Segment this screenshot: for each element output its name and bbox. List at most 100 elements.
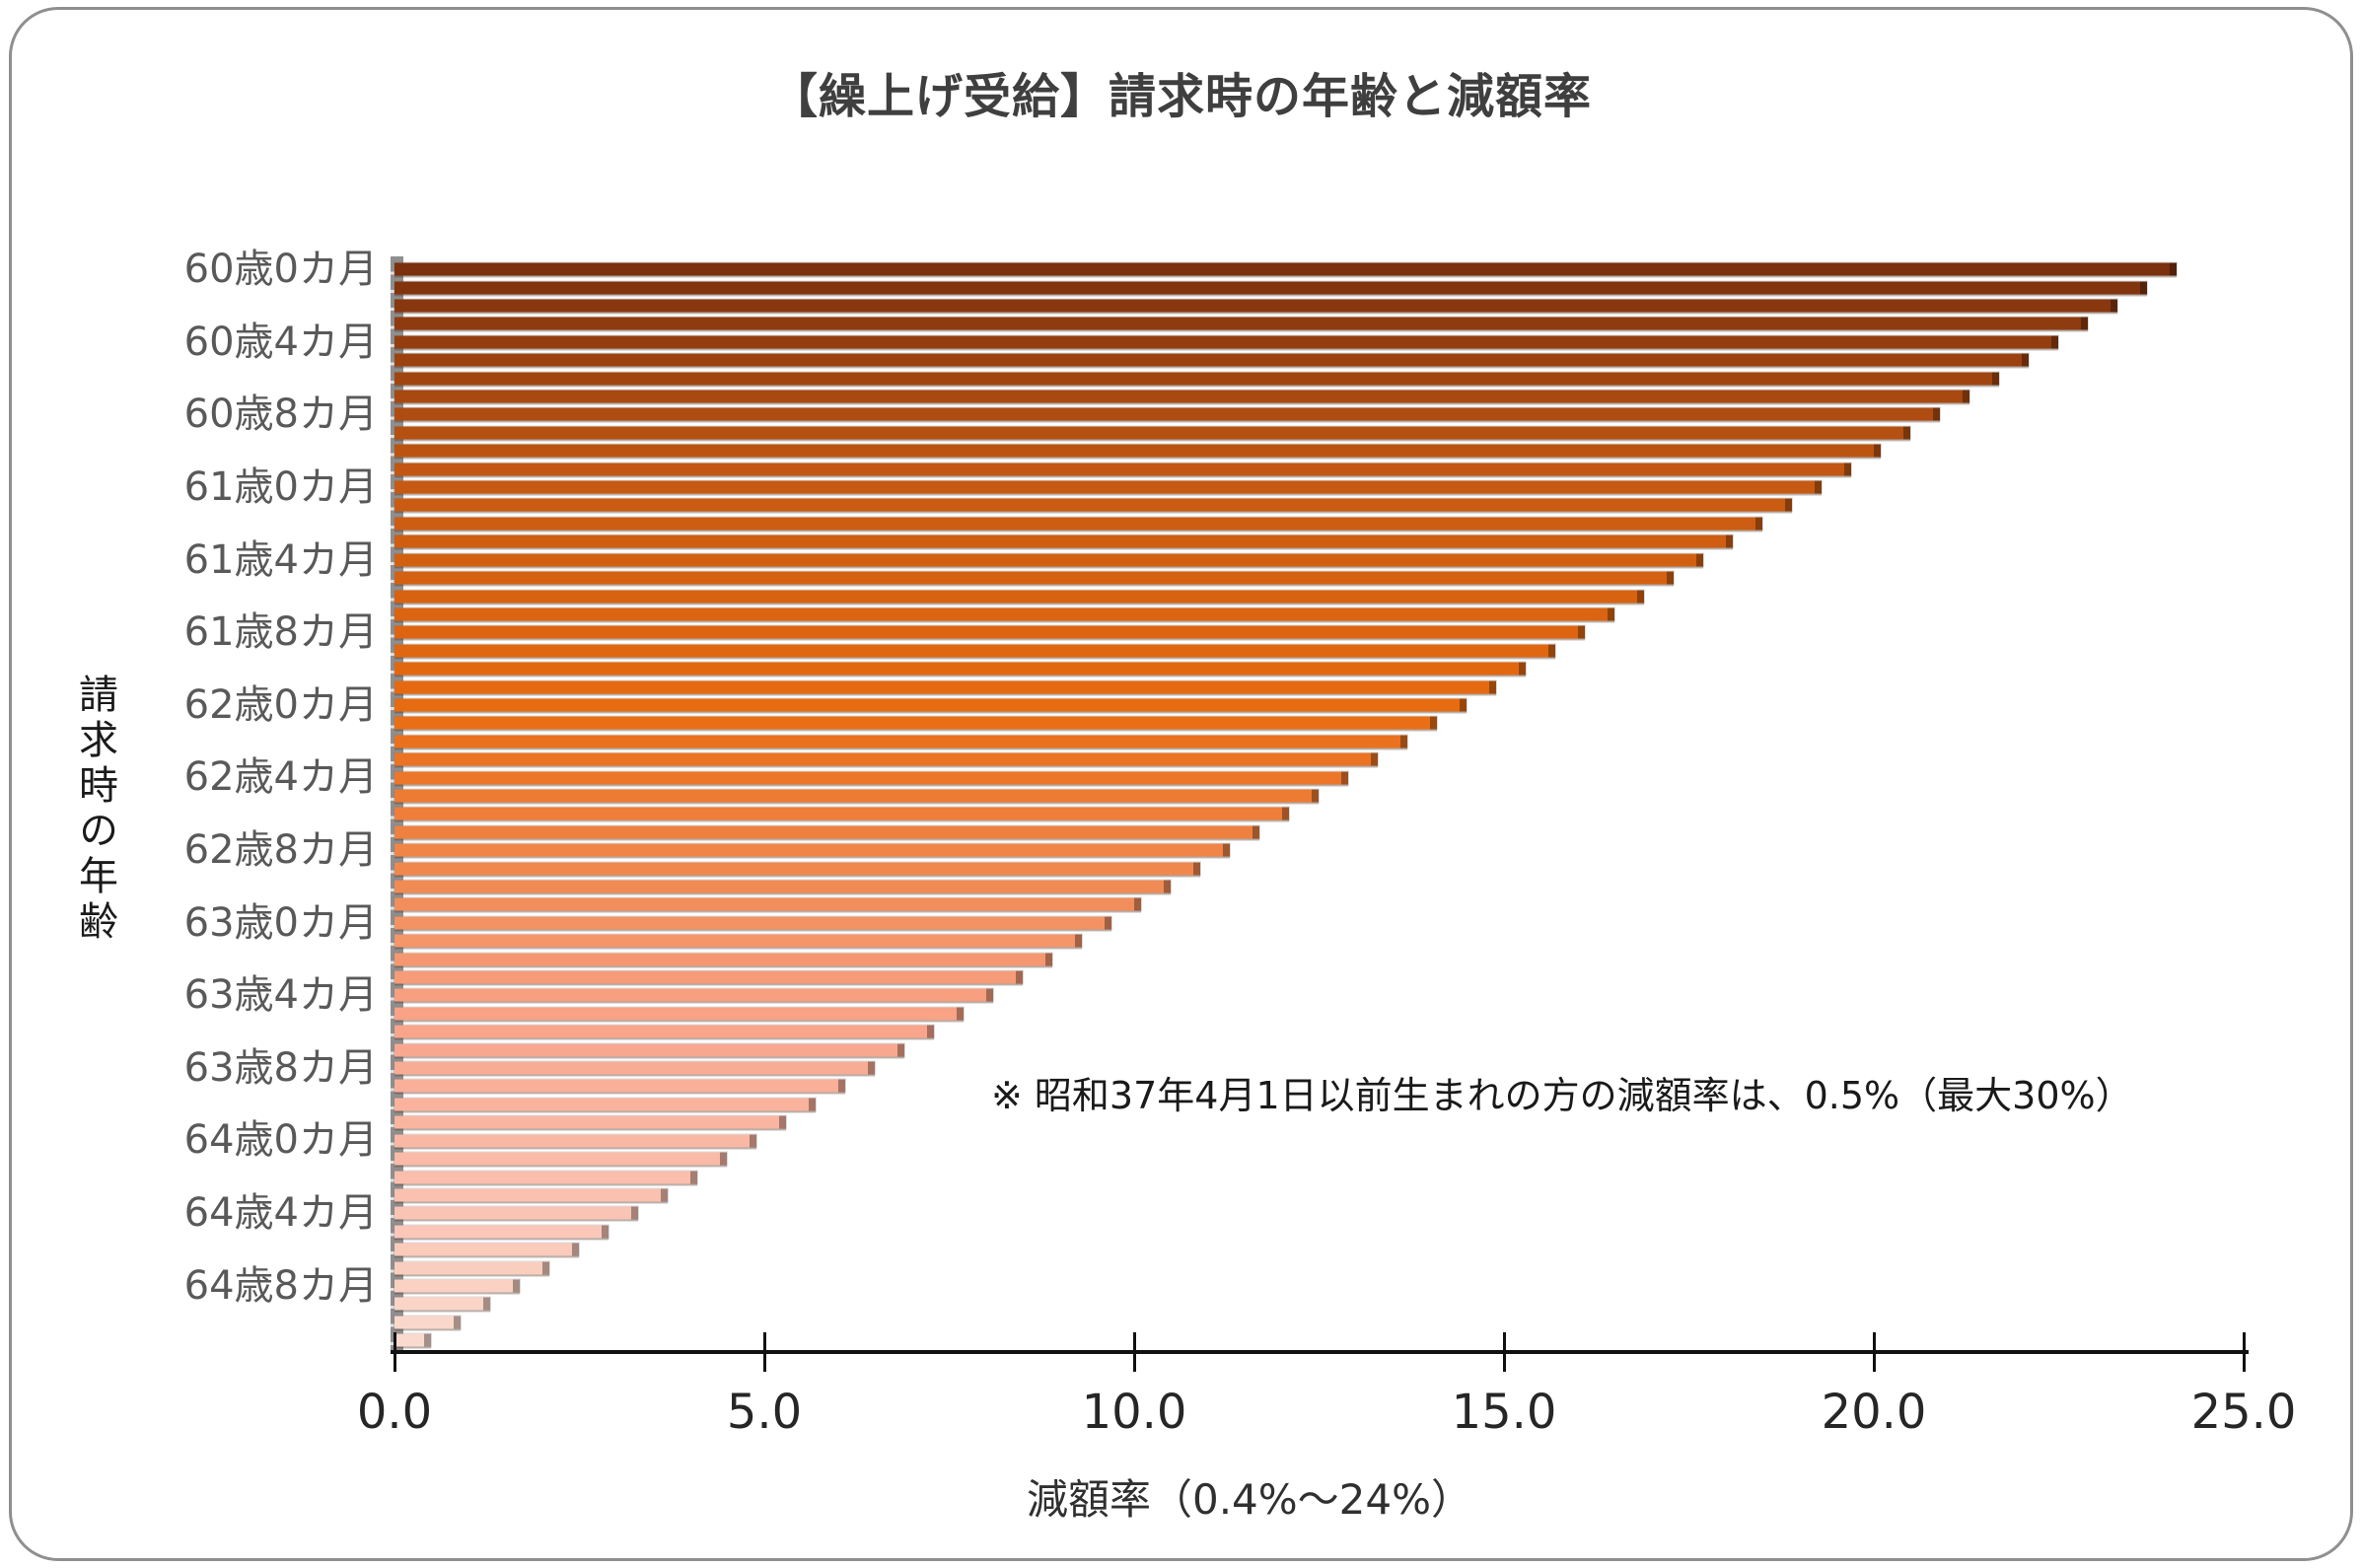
bar-64歳1カ月 (394, 1152, 727, 1166)
bar-row (394, 1059, 2244, 1077)
bar-60歳9カ月 (394, 426, 1910, 440)
bar-60歳10カ月 (394, 444, 1881, 458)
bar-62歳8カ月 (394, 843, 1230, 857)
bar-row (394, 950, 2244, 967)
bar-60歳5カ月 (394, 353, 2029, 367)
bar-60歳7カ月 (394, 390, 1969, 403)
bar-row (394, 460, 2244, 477)
bar-row (394, 333, 2244, 351)
bar-64歳3カ月 (394, 1188, 668, 1202)
bar-row (394, 677, 2244, 695)
bar-row (394, 606, 2244, 623)
bar-62歳7カ月 (394, 825, 1259, 839)
y-tick-label: 61歳8カ月 (183, 609, 378, 656)
bar-row (394, 569, 2244, 587)
chart-title: 【繰上げ受給】請求時の年齢と減額率 (769, 69, 1592, 124)
bar-60歳8カ月 (394, 407, 1940, 421)
bar-60歳4カ月 (394, 335, 2058, 349)
bar-62歳11カ月 (394, 897, 1141, 911)
bar-64歳8カ月 (394, 1279, 520, 1293)
bar-row (394, 623, 2244, 641)
bar-61歳5カ月 (394, 571, 1674, 585)
y-tick-label: 60歳0カ月 (183, 247, 378, 293)
bar-63歳7カ月 (394, 1043, 904, 1057)
bar-61歳7カ月 (394, 607, 1614, 621)
y-tick-label: 64歳8カ月 (183, 1262, 378, 1309)
bar-row (394, 351, 2244, 369)
bar-row (394, 1113, 2244, 1131)
bar-row (394, 841, 2244, 859)
bar-63歳8カ月 (394, 1061, 875, 1075)
bar-row (394, 1077, 2244, 1095)
bar-63歳3カ月 (394, 970, 1023, 984)
bar-63歳4カ月 (394, 988, 993, 1002)
x-tick-mark (393, 1332, 396, 1372)
bar-row (394, 1040, 2244, 1058)
y-tick-label: 63歳4カ月 (183, 972, 378, 1019)
y-tick-label: 64歳0カ月 (183, 1117, 378, 1164)
bar-row (394, 1186, 2244, 1204)
annotation-note: ※ 昭和37年4月1日以前生まれの方の減額率は、0.5%（最大30%） (991, 1074, 2133, 1117)
bar-row (394, 642, 2244, 660)
bar-61歳9カ月 (394, 644, 1555, 658)
bar-61歳11カ月 (394, 680, 1496, 694)
bar-row (394, 932, 2244, 950)
bar-row (394, 750, 2244, 768)
bar-row (394, 805, 2244, 822)
bar-row (394, 1168, 2244, 1185)
x-tick-mark (2242, 1332, 2246, 1372)
bar-60歳2カ月 (394, 299, 2117, 313)
bar-row (394, 315, 2244, 332)
bar-row (394, 369, 2244, 387)
bar-63歳5カ月 (394, 1007, 964, 1021)
x-tick-label: 25.0 (2190, 1385, 2297, 1440)
bar-row (394, 1096, 2244, 1113)
bar-series (394, 260, 2244, 1349)
bar-row (394, 696, 2244, 714)
bar-61歳4カ月 (394, 553, 1703, 567)
y-tick-label: 61歳4カ月 (183, 536, 378, 583)
bar-63歳9カ月 (394, 1079, 845, 1093)
bar-62歳9カ月 (394, 862, 1200, 876)
x-tick-label: 20.0 (1821, 1385, 1927, 1440)
y-tick-label: 60歳8カ月 (183, 392, 378, 438)
bar-row (394, 859, 2244, 877)
x-tick-mark (762, 1332, 766, 1372)
bar-60歳6カ月 (394, 372, 1999, 386)
bar-row (394, 823, 2244, 841)
bar-row (394, 278, 2244, 296)
bar-row (394, 986, 2244, 1004)
bar-row (394, 1023, 2244, 1040)
bar-64歳6カ月 (394, 1243, 579, 1256)
bar-row (394, 1258, 2244, 1276)
y-tick-label: 62歳8カ月 (183, 827, 378, 873)
y-tick-label: 60歳4カ月 (183, 319, 378, 365)
bar-row (394, 551, 2244, 569)
y-tick-label: 61歳0カ月 (183, 464, 378, 510)
bar-row (394, 496, 2244, 514)
bar-row (394, 968, 2244, 986)
bar-row (394, 1150, 2244, 1168)
y-axis-tick-labels: 60歳0カ月 60歳4カ月 60歳8カ月 61歳0カ月 61歳4カ月 61歳8カ月 62歳0… (0, 247, 378, 1349)
bar-64歳9カ月 (394, 1297, 490, 1311)
bar-64歳11カ月 (394, 1333, 431, 1347)
bar-row (394, 1241, 2244, 1258)
bar-61歳0カ月 (394, 480, 1822, 494)
bar-row (394, 1277, 2244, 1295)
x-tick-mark (1502, 1332, 1506, 1372)
x-tick-mark (1132, 1332, 1136, 1372)
bar-62歳10カ月 (394, 880, 1171, 893)
bar-63歳10カ月 (394, 1098, 816, 1111)
y-tick-label: 62歳0カ月 (183, 681, 378, 728)
y-tick-label: 63歳0カ月 (183, 899, 378, 946)
x-tick-label: 15.0 (1451, 1385, 1557, 1440)
bar-60歳11カ月 (394, 463, 1851, 476)
bar-63歳1カ月 (394, 934, 1082, 948)
bar-row (394, 1223, 2244, 1241)
y-tick-label: 64歳4カ月 (183, 1190, 378, 1236)
x-tick-label: 5.0 (726, 1385, 803, 1440)
bar-61歳3カ月 (394, 535, 1733, 548)
bar-60歳3カ月 (394, 317, 2088, 330)
bar-row (394, 1132, 2244, 1150)
